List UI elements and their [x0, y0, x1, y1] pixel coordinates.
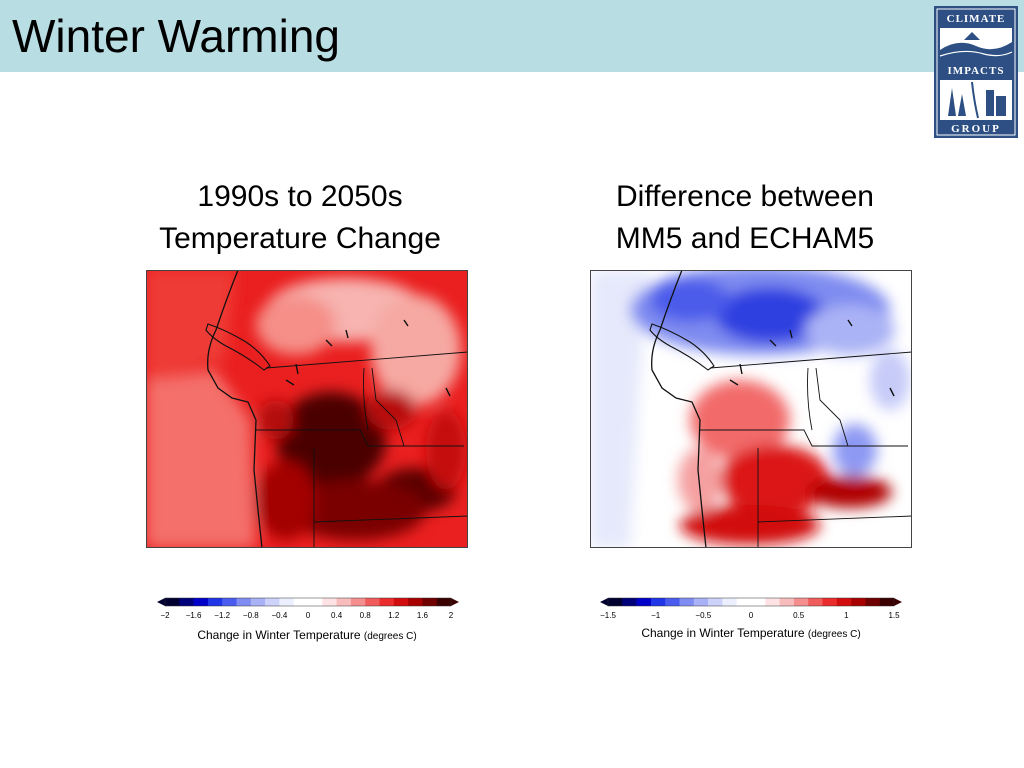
left-colorbar-tick-label: −1.6	[186, 611, 202, 620]
logo-text-group: GROUP	[951, 123, 1001, 135]
left-caption-main: Change in Winter Temperature	[197, 628, 361, 642]
left-colorbar-swatch	[265, 598, 280, 606]
title-bar	[0, 0, 1024, 72]
right-colorbar-arrow-low	[600, 598, 608, 606]
left-colorbar-swatch	[365, 598, 380, 606]
left-colorbar-tick-label: 1.6	[417, 611, 429, 620]
right-colorbar-swatch	[722, 598, 737, 606]
left-temperature-map	[146, 270, 468, 548]
left-colorbar-swatch	[193, 598, 209, 606]
right-colorbar-arrow-high	[894, 598, 902, 606]
left-title-line1: 1990s to 2050s	[197, 180, 403, 213]
left-colorbar-swatch	[279, 598, 294, 606]
left-colorbar-swatch	[293, 598, 309, 606]
left-colorbar-arrow-low	[157, 598, 165, 606]
left-colorbar-swatch	[350, 598, 366, 606]
left-colorbar-tick-label: −1.2	[214, 611, 230, 620]
left-colorbar: −2 −1.6 −1.2 −0.8 −0.4 0 0.4 0.8 1.2 1.6 2	[157, 597, 459, 620]
left-colorbar-swatch	[379, 598, 395, 606]
right-colorbar-swatch	[765, 598, 780, 606]
right-colorbar-tick-label: 0	[749, 611, 754, 620]
right-colorbar-tick-label: −1.5	[600, 611, 616, 620]
right-caption-unit: (degrees C)	[807, 629, 861, 640]
right-colorbar-swatch	[736, 598, 752, 606]
right-colorbar-swatch	[865, 598, 880, 606]
left-caption-unit: (degrees C)	[363, 631, 417, 642]
right-title-line1: Difference between	[616, 180, 874, 213]
right-colorbar-caption: Change in Winter Temperature (degrees C)	[590, 626, 912, 640]
left-colorbar-tick-label: 0.4	[331, 611, 343, 620]
logo-text-impacts: IMPACTS	[948, 65, 1005, 77]
right-colorbar-tick-label: 1	[844, 611, 849, 620]
logo-text-climate: CLIMATE	[947, 13, 1006, 25]
right-colorbar-swatch	[822, 598, 838, 606]
right-colorbar-swatch	[650, 598, 666, 606]
left-colorbar-tick-label: −0.8	[243, 611, 259, 620]
right-colorbar-swatch	[751, 598, 766, 606]
climate-impacts-group-logo: CLIMATE IMPACTS GROUP	[934, 6, 1018, 138]
right-colorbar-swatch	[608, 598, 623, 606]
left-colorbar-swatch	[393, 598, 409, 606]
left-colorbar-tick-label: 0.8	[360, 611, 372, 620]
left-colorbar-tick-label: 0	[306, 611, 311, 620]
right-colorbar-tick-label: 1.5	[888, 611, 900, 620]
left-colorbar-tick-label: −2	[160, 611, 170, 620]
right-colorbar-swatch	[836, 598, 852, 606]
left-colorbar-tick-label: 2	[449, 611, 454, 620]
right-colorbar-swatch	[693, 598, 709, 606]
left-colorbar-swatch	[236, 598, 252, 606]
right-colorbar-tick-label: 0.5	[793, 611, 805, 620]
right-colorbar-swatch	[622, 598, 637, 606]
right-panel-title: Difference between MM5 and ECHAM5	[575, 176, 915, 260]
right-colorbar-swatch	[665, 598, 680, 606]
right-difference-map	[590, 270, 912, 548]
left-colorbar-swatch	[179, 598, 194, 606]
left-colorbar-swatch	[408, 598, 423, 606]
right-colorbar-swatch	[636, 598, 652, 606]
left-colorbar-tick-label: −0.4	[272, 611, 288, 620]
left-colorbar-swatch	[308, 598, 323, 606]
slide-title: Winter Warming	[12, 10, 340, 62]
left-colorbar-swatch	[322, 598, 337, 606]
left-colorbar-tick-label: 1.2	[388, 611, 400, 620]
left-colorbar-swatch	[422, 598, 437, 606]
left-colorbar-swatch	[250, 598, 266, 606]
right-colorbar-outline	[607, 597, 895, 607]
left-colorbar-outline	[164, 597, 452, 607]
right-title-line2: MM5 and ECHAM5	[615, 222, 875, 255]
right-colorbar: −1.5 −1 −0.5 0 0.5 1 1.5	[600, 597, 902, 620]
left-colorbar-swatch	[207, 598, 223, 606]
left-colorbar-arrow-high	[451, 598, 459, 606]
right-colorbar-swatch	[679, 598, 695, 606]
right-colorbar-swatch	[879, 598, 895, 606]
right-colorbar-swatch	[793, 598, 809, 606]
right-colorbar-swatch	[851, 598, 866, 606]
right-colorbar-swatch	[808, 598, 823, 606]
right-colorbar-swatch	[779, 598, 795, 606]
left-colorbar-swatch	[336, 598, 352, 606]
left-colorbar-caption: Change in Winter Temperature (degrees C)	[146, 628, 468, 642]
left-panel-title: 1990s to 2050s Temperature Change	[130, 176, 470, 260]
right-caption-main: Change in Winter Temperature	[641, 626, 805, 640]
left-colorbar-swatch	[436, 598, 452, 606]
left-colorbar-swatch	[165, 598, 180, 606]
right-colorbar-tick-label: −1	[651, 611, 661, 620]
right-colorbar-tick-label: −0.5	[695, 611, 711, 620]
left-title-line2: Temperature Change	[159, 222, 441, 255]
left-colorbar-swatch	[222, 598, 237, 606]
right-colorbar-swatch	[708, 598, 723, 606]
